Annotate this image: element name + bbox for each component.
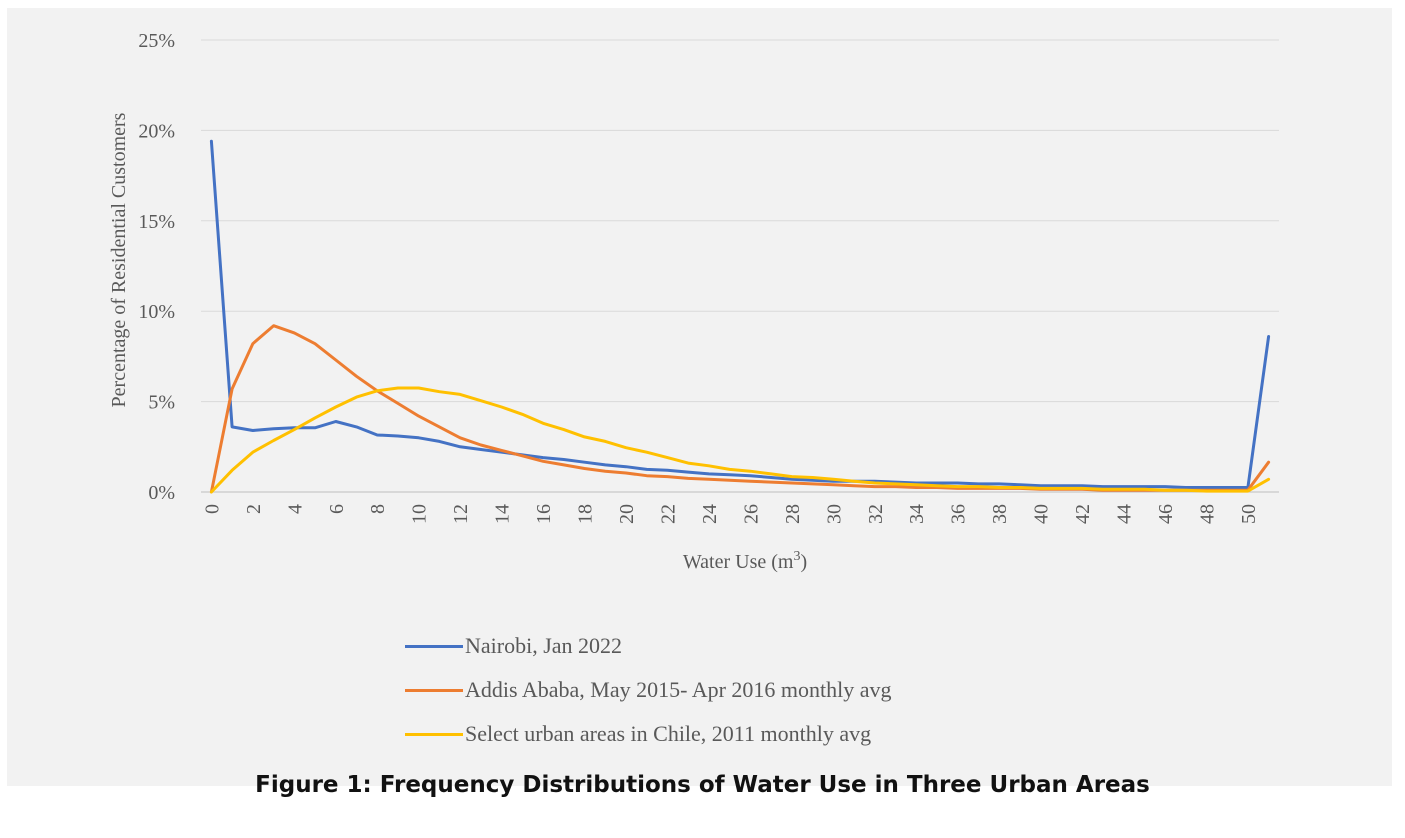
series-line-1 [209,139,1271,489]
x-tick-label: 42 [1072,504,1094,524]
figure-caption: Figure 1: Frequency Distributions of Wat… [255,772,1150,798]
x-tick-label: 40 [1031,504,1053,524]
y-tick-label: 15% [138,211,175,233]
legend-swatch [405,688,463,692]
series-line-3 [209,386,1271,494]
x-tick-label: 10 [409,504,431,524]
legend-item: Select urban areas in Chile, 2011 monthl… [405,712,892,756]
y-tick-label: 5% [148,392,175,414]
x-tick-label: 2 [243,504,265,514]
y-tick-label: 10% [138,301,175,323]
x-tick-label: 50 [1238,504,1260,524]
x-axis-title: Water Use (m3) [683,549,807,573]
x-tick-labels: 0 2 4 6 8 10 12 14 16 18 20 22 24 26 28 30 32 34 36 38 40 42 4… [201,504,1260,524]
series-line-2 [209,324,1271,494]
x-axis-title-suffix: ) [800,551,807,573]
legend-label: Nairobi, Jan 2022 [465,633,623,658]
x-tick-label: 6 [326,504,348,514]
gridlines [201,39,1279,403]
x-tick-label: 12 [450,504,472,524]
x-tick-label: 32 [865,504,887,524]
x-tick-label: 4 [284,504,306,514]
legend-swatch [405,732,463,736]
x-tick-label: 8 [367,504,389,514]
series-lines [209,139,1271,494]
x-tick-label: 36 [948,504,970,524]
x-tick-label: 20 [616,504,638,524]
x-tick-label: 22 [657,504,679,524]
legend-swatch [405,644,463,648]
x-tick-label: 34 [906,504,928,524]
x-tick-label: 46 [1155,504,1177,524]
x-tick-label: 26 [740,504,762,524]
x-tick-label: 38 [989,504,1011,524]
x-tick-label: 28 [782,504,804,524]
x-tick-label: 30 [823,504,845,524]
x-tick-label: 18 [575,504,597,524]
y-tick-label: 0% [148,482,175,504]
y-tick-label: 25% [138,30,175,52]
line-chart: 0%5%10%15%20%25% 0 2 4 6 8 10 12 14 16 18 20 22 24 26… [108,30,1279,573]
y-axis-title: Percentage of Residential Customers [108,112,130,407]
legend-item: Nairobi, Jan 2022 [405,624,892,668]
x-tick-label: 48 [1196,504,1218,524]
chart-panel: 0% 5% 10% 15% 20% 25% 0 2 4 6 8 10 12 14 16 18 20 22 24 26… [7,8,1392,786]
y-tick-label: 20% [138,120,175,142]
x-axis-title-main: Water Use (m [683,551,794,573]
x-tick-label: 0 [201,504,223,514]
legend: Nairobi, Jan 2022 Addis Ababa, May 2015- … [405,624,892,756]
x-tick-label: 16 [533,504,555,524]
legend-label: Addis Ababa, May 2015- Apr 2016 monthly … [465,677,892,702]
x-tick-label: 14 [492,504,514,524]
x-tick-label: 24 [699,504,721,524]
x-tick-label: 44 [1114,504,1136,524]
legend-label: Select urban areas in Chile, 2011 monthl… [465,721,872,746]
y-tick-labels: 0% 5% 10% 15% 20% 25% [138,30,175,504]
x-axis-title-sup: 3 [793,549,800,564]
legend-item: Addis Ababa, May 2015- Apr 2016 monthly … [405,668,892,712]
